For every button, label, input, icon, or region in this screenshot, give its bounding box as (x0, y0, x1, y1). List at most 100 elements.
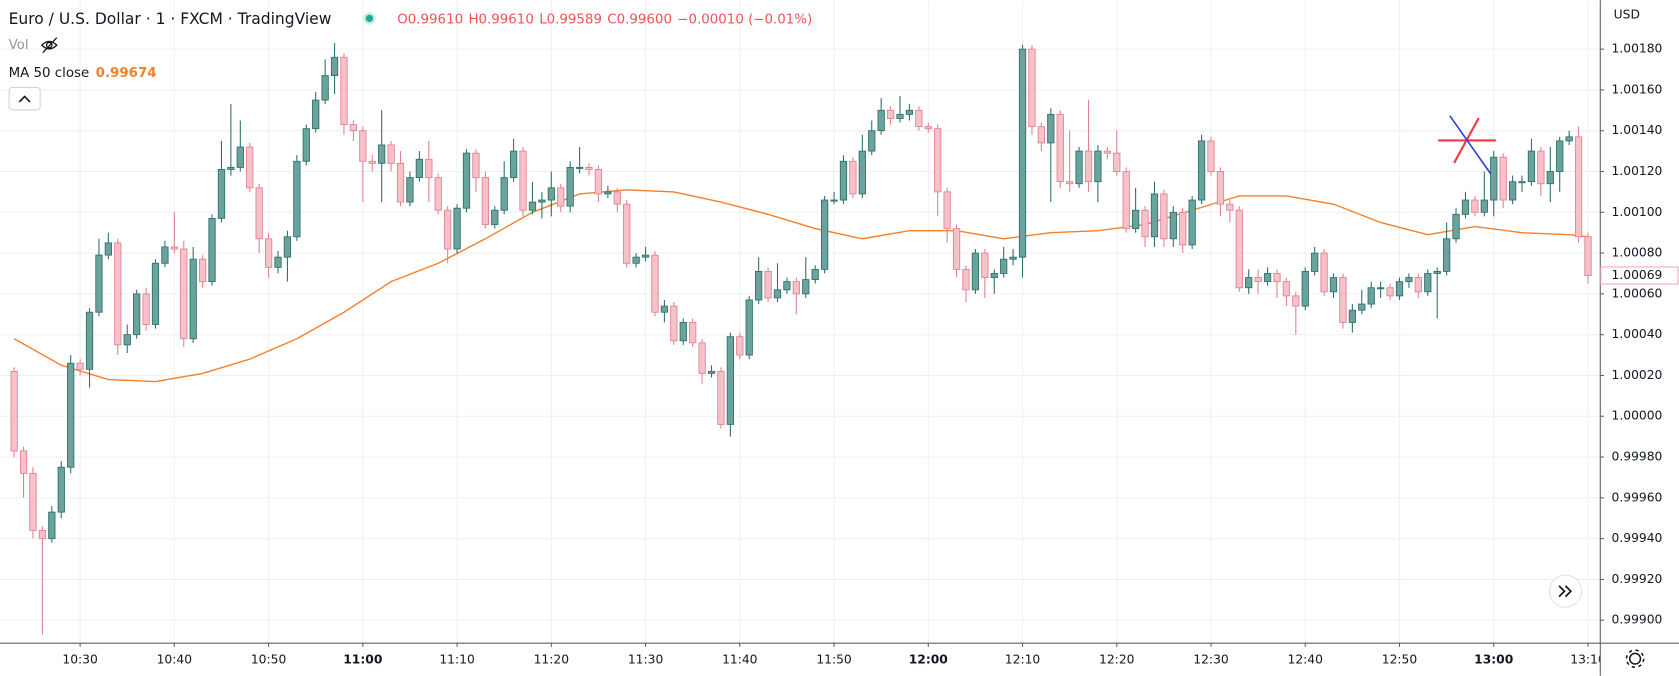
candle-body (1480, 199, 1488, 213)
y-tick-label: 1.00180 (1612, 42, 1663, 56)
candle-body (180, 248, 188, 340)
candle-body (217, 169, 226, 219)
candle-body (820, 199, 829, 270)
candle-body (802, 279, 810, 295)
legend-value: 0.99610 (479, 12, 534, 27)
legend-value: 0.99600 (617, 12, 672, 27)
candle-body (293, 160, 301, 238)
candle-body (104, 242, 113, 256)
candle-body (1367, 287, 1375, 305)
x-tick-label: 13:10 (1570, 652, 1605, 666)
x-tick-label: 12:10 (1005, 652, 1040, 666)
candle-body (95, 254, 103, 313)
settings-button[interactable] (1625, 649, 1645, 669)
candle-body (1282, 281, 1291, 297)
candle-body (509, 150, 518, 179)
legend-value: 0.99589 (547, 12, 602, 27)
x-tick-label: 11:50 (816, 652, 851, 666)
candle-body (1292, 295, 1300, 307)
candle-body (811, 268, 819, 281)
candle-body (689, 321, 697, 344)
candle-body (1066, 181, 1074, 185)
candle-body (312, 99, 320, 130)
candle-body (1113, 152, 1121, 172)
candle-body (1179, 211, 1187, 246)
candle-body (792, 281, 800, 295)
candle-body (264, 238, 273, 268)
x-tick-label: 10:30 (62, 652, 97, 666)
ma-layer (13, 189, 1589, 383)
candle-body (1216, 171, 1225, 205)
candle-body (1235, 209, 1243, 289)
candle-body (868, 130, 876, 152)
candle-body (745, 299, 753, 356)
candle-body (670, 305, 678, 342)
last-price-tag (1600, 266, 1679, 285)
candle-body (1226, 203, 1234, 211)
candle-body (10, 370, 18, 452)
eye-slash (42, 37, 58, 54)
y-tick-label: 1.00060 (1612, 286, 1663, 300)
candle-body (1047, 113, 1055, 144)
collapse-button[interactable] (8, 86, 41, 111)
candle-body (368, 160, 376, 164)
candle-body (575, 166, 584, 169)
candle-body (1433, 271, 1441, 274)
candle-body (934, 128, 942, 193)
y-tick-label: 0.99960 (1612, 490, 1663, 504)
candle-body (1377, 287, 1385, 290)
candle-body (57, 466, 65, 513)
gear-teeth (1625, 649, 1645, 669)
candle-body (330, 56, 339, 77)
y-tick-label: 1.00160 (1612, 82, 1663, 96)
candle-body (830, 199, 838, 202)
candle-body (726, 336, 735, 425)
legend-key: L (539, 12, 547, 27)
candle-body (1037, 126, 1046, 144)
candle-body (349, 124, 358, 132)
candle-body (698, 342, 706, 374)
x-tick-label: 10:50 (251, 652, 286, 666)
legend-key: C (607, 12, 616, 27)
candle-body (114, 242, 122, 346)
candle-body (462, 152, 471, 209)
candle-body (1452, 213, 1460, 240)
x-tick-label: 11:10 (439, 652, 474, 666)
candle-body (783, 281, 791, 291)
legend-key: H (468, 12, 478, 27)
hide-icon[interactable] (40, 37, 58, 54)
candle-body (1556, 140, 1564, 172)
candle-body (1018, 48, 1027, 258)
gear-ring (1628, 652, 1642, 665)
candle-body (1122, 171, 1130, 230)
candle-body (990, 273, 998, 278)
candle-body (227, 166, 235, 170)
candle-body (736, 336, 744, 356)
candle-body (858, 150, 866, 195)
candle-body (1405, 277, 1413, 283)
currency-label: USD (1614, 8, 1640, 22)
candle-body (1075, 150, 1083, 185)
price-axis: USD 1.00180 1.00160 1.00140 1.00120 1.00100 1.… (1599, 8, 1679, 627)
candle-body (962, 268, 970, 291)
candle-body (1188, 199, 1196, 246)
candle-body (491, 209, 499, 225)
candle-body (1009, 256, 1017, 260)
candle-body (29, 472, 37, 531)
candle-body (613, 191, 621, 205)
candle-body (444, 209, 452, 250)
candle-body (208, 217, 216, 283)
candle-body (1499, 156, 1507, 201)
scroll-realtime-button[interactable] (1548, 574, 1583, 608)
candle-body (528, 201, 537, 211)
chevron-up (18, 95, 31, 103)
candle-body (651, 254, 659, 313)
candle-body (387, 144, 395, 164)
eye-pupil (45, 41, 53, 49)
candle-body (1395, 281, 1404, 297)
candle-body (1358, 303, 1366, 311)
x-tick-label: 10:40 (157, 652, 192, 666)
candle-body (481, 177, 489, 225)
